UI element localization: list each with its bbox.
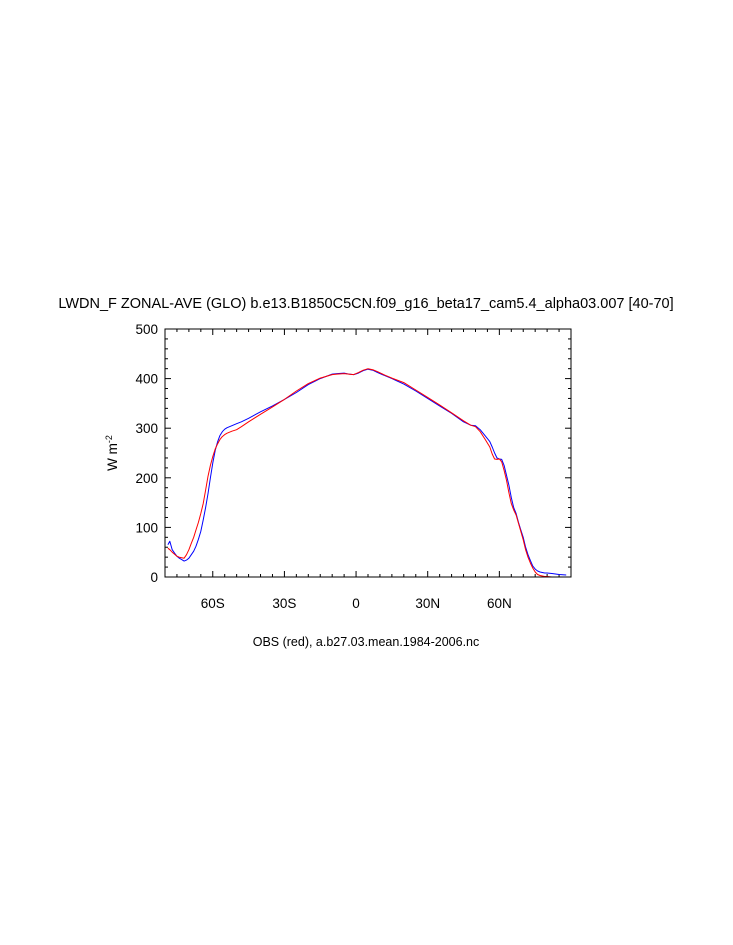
x-tick-label: 60N	[487, 596, 512, 611]
y-tick-label: 400	[135, 372, 158, 387]
x-tick-label: 30S	[272, 596, 296, 611]
x-axis-ticks: 60S 30S 0 30N 60N	[176, 329, 572, 611]
chart-title: LWDN_F ZONAL-AVE (GLO) b.e13.B1850C5CN.f…	[58, 296, 673, 312]
y-tick-label: 500	[135, 322, 158, 337]
y-axis-ticks: 0 100 200 300 400 500	[135, 322, 571, 585]
series-line-1	[167, 368, 567, 578]
y-tick-label: 300	[135, 421, 158, 436]
y-tick-label: 200	[135, 471, 158, 486]
series-layer	[167, 368, 567, 578]
y-tick-label: 100	[135, 520, 158, 535]
x-tick-label: 60S	[201, 596, 225, 611]
chart-caption: OBS (red), a.b27.03.mean.1984-2006.nc	[253, 635, 480, 649]
y-tick-label: 0	[150, 570, 158, 585]
y-axis-label-superscript: -2	[104, 435, 114, 443]
y-axis-label: W m-2	[104, 435, 120, 471]
plot-frame	[164, 328, 572, 578]
x-tick-label: 0	[352, 596, 360, 611]
series-line-0	[167, 368, 567, 576]
x-tick-label: 30N	[415, 596, 440, 611]
y-axis-label-text: W m	[105, 443, 120, 471]
